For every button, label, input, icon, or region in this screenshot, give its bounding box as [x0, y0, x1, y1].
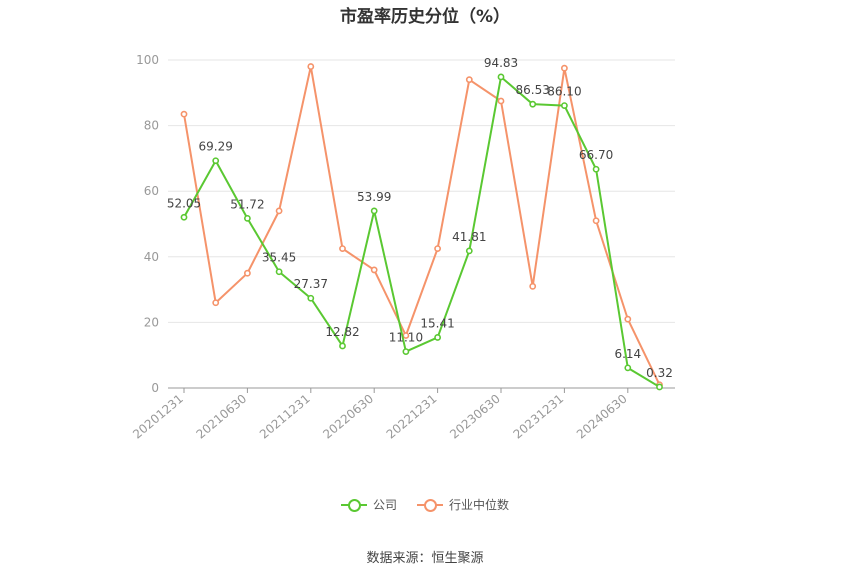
series-0-point [592, 165, 600, 173]
x-tick-label: 20240630 [574, 392, 630, 442]
x-tick-label: 20221231 [384, 392, 440, 442]
data-label: 86.53 [516, 83, 550, 97]
data-label: 0.32 [646, 366, 673, 380]
y-tick-label: 40 [144, 250, 159, 264]
legend-item-company[interactable]: 公司 [340, 496, 397, 513]
series-1-point [561, 64, 568, 72]
data-label: 94.83 [484, 56, 518, 70]
legend-industry-label: 行业中位数 [449, 498, 510, 512]
series-0-point [307, 294, 315, 302]
series-1-point [212, 299, 220, 307]
y-tick-label: 100 [136, 53, 159, 67]
data-label: 35.45 [262, 251, 296, 265]
series-1-point [434, 245, 441, 252]
series-1-point [275, 207, 283, 215]
legend[interactable]: 公司 行业中位数 [0, 496, 850, 513]
data-label: 66.70 [579, 148, 613, 162]
series-1-point [497, 97, 505, 105]
legend-industry-swatch-icon [417, 498, 443, 512]
series-0-point [561, 102, 568, 109]
legend-item-industry[interactable]: 行业中位数 [417, 496, 509, 513]
legend-company-swatch-icon [340, 498, 367, 512]
x-tick-label: 20231231 [511, 392, 567, 442]
y-tick-label: 0 [151, 381, 159, 395]
series-0-point [370, 207, 378, 215]
series-0-point [465, 247, 473, 255]
y-tick-label: 20 [144, 315, 159, 329]
series-1-point [180, 110, 188, 118]
series-0-point [275, 268, 283, 276]
x-tick-label: 20211231 [257, 392, 313, 442]
series-1-point [624, 315, 632, 323]
series-0-point [180, 213, 188, 221]
series-0-point [497, 73, 505, 81]
series-line-0 [183, 75, 661, 388]
x-tick-label: 20220630 [320, 392, 376, 442]
series-0-point [339, 342, 346, 350]
series-1-point [307, 63, 315, 70]
series-0-point [212, 157, 220, 165]
data-label: 41.81 [452, 230, 486, 244]
series-0-point [243, 214, 251, 222]
data-label: 51.72 [230, 197, 264, 211]
data-label: 6.14 [614, 347, 641, 361]
series-0-point [529, 100, 537, 108]
series-0-point [624, 364, 632, 372]
data-label: 69.29 [199, 140, 233, 154]
series-1-point [243, 269, 251, 277]
data-label: 86.10 [547, 85, 581, 99]
series-1-point [370, 266, 378, 274]
x-tick-label: 20210630 [194, 392, 250, 442]
data-label: 15.41 [420, 316, 454, 330]
legend-company-label: 公司 [372, 498, 397, 512]
series-line-1 [183, 65, 661, 386]
data-label: 11.10 [389, 331, 423, 345]
data-source: 数据来源：恒生聚源 [366, 551, 484, 566]
x-tick-label: 20230630 [447, 392, 503, 442]
series-1-point [339, 245, 346, 252]
x-tick-label: 20201231 [130, 392, 186, 442]
y-tick-label: 60 [144, 184, 159, 198]
data-label: 52.05 [167, 196, 201, 210]
data-label: 53.99 [357, 190, 391, 204]
data-label: 12.82 [325, 325, 359, 339]
series-1-point [529, 282, 537, 290]
y-tick-label: 80 [144, 119, 159, 133]
data-label: 27.37 [294, 277, 328, 291]
series-0-point [656, 383, 663, 391]
series-1-point [465, 76, 473, 84]
series-0-point [434, 334, 441, 341]
series-1-point [592, 217, 600, 225]
series-0-point [402, 348, 410, 355]
chart-title: 市盈率历史分位（%） [339, 7, 511, 27]
